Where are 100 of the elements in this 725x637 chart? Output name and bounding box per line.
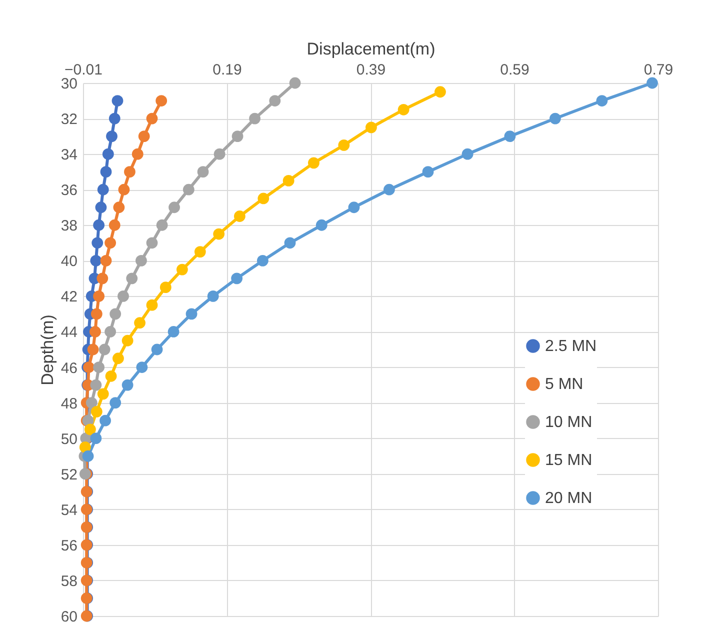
point <box>112 352 124 364</box>
point <box>118 290 129 302</box>
y-tick-label: 60 <box>60 608 78 626</box>
legend-label: 10 MN <box>545 414 592 431</box>
point <box>102 148 114 160</box>
point <box>122 334 134 346</box>
point <box>289 77 301 89</box>
point <box>316 219 328 231</box>
x-axis-title: Displacement(m) <box>306 40 436 58</box>
point <box>366 122 377 134</box>
point <box>118 184 130 196</box>
y-tick-label: 30 <box>60 76 78 92</box>
point <box>197 166 209 178</box>
point <box>87 344 99 356</box>
point <box>186 308 198 320</box>
point <box>84 424 96 436</box>
y-tick-label: 36 <box>60 182 78 200</box>
point <box>90 308 102 320</box>
y-tick-label: 38 <box>60 218 78 235</box>
point <box>106 130 118 142</box>
point <box>100 166 112 178</box>
point <box>182 184 194 196</box>
point <box>90 326 101 338</box>
point <box>110 308 122 320</box>
x-tick-label: 0.79 <box>644 62 674 78</box>
point <box>338 139 350 151</box>
point <box>95 202 107 214</box>
point <box>348 202 360 214</box>
point <box>108 219 120 231</box>
y-tick-label: 32 <box>60 111 78 128</box>
x-tick-label: −0.01 <box>64 62 102 78</box>
x-tick-label: 0.59 <box>500 62 530 78</box>
point <box>434 86 446 98</box>
point <box>104 237 116 249</box>
point <box>207 290 219 302</box>
y-tick-label: 46 <box>60 360 78 377</box>
x-tick-label: 0.19 <box>212 62 242 78</box>
point <box>96 272 108 284</box>
point <box>504 130 516 142</box>
point <box>79 442 91 453</box>
point <box>100 414 111 426</box>
point <box>100 254 112 266</box>
point <box>383 184 395 196</box>
point <box>160 282 172 294</box>
point <box>398 104 410 116</box>
point <box>104 326 116 338</box>
point <box>151 344 163 356</box>
point <box>550 112 561 124</box>
point <box>462 148 474 160</box>
point <box>214 148 226 160</box>
point <box>93 290 105 302</box>
point <box>124 166 136 178</box>
point <box>98 344 110 356</box>
point <box>113 202 125 214</box>
point <box>97 184 109 196</box>
legend-label: 5 MN <box>545 376 584 393</box>
point <box>126 272 138 284</box>
point <box>646 77 658 89</box>
point <box>258 192 270 204</box>
y-tick-label: 42 <box>60 288 78 306</box>
point <box>134 317 146 329</box>
point <box>93 362 105 373</box>
point <box>105 370 117 382</box>
point <box>194 246 206 258</box>
x-tick-label: 0.39 <box>356 62 386 78</box>
point <box>138 130 150 142</box>
point <box>596 95 608 106</box>
legend-label: 20 MN <box>545 490 592 507</box>
point <box>132 148 144 160</box>
point <box>112 95 124 106</box>
point <box>256 254 268 266</box>
point <box>168 202 180 214</box>
point <box>269 95 281 106</box>
y-tick-label: 58 <box>60 572 78 590</box>
y-tick-label: 50 <box>60 430 78 448</box>
y-tick-label: 56 <box>60 537 78 554</box>
point <box>136 362 148 373</box>
y-tick-label: 40 <box>60 253 78 270</box>
point <box>90 254 102 266</box>
point <box>232 130 244 142</box>
point <box>146 112 158 124</box>
y-tick-label: 44 <box>60 324 78 342</box>
y-tick-label: 48 <box>60 395 78 412</box>
point <box>97 388 109 400</box>
point <box>92 237 104 249</box>
point <box>90 432 102 444</box>
point <box>136 254 147 266</box>
point <box>249 112 260 124</box>
legend-label: 2.5 MN <box>545 338 597 355</box>
point <box>176 264 188 276</box>
y-tick-label: 52 <box>60 466 78 484</box>
point <box>282 175 294 186</box>
legend-label: 15 MN <box>545 452 592 469</box>
point <box>308 157 320 169</box>
point <box>422 166 434 178</box>
point <box>156 95 168 106</box>
point <box>108 112 120 124</box>
point <box>213 228 225 240</box>
point <box>86 397 98 408</box>
point <box>110 397 122 408</box>
